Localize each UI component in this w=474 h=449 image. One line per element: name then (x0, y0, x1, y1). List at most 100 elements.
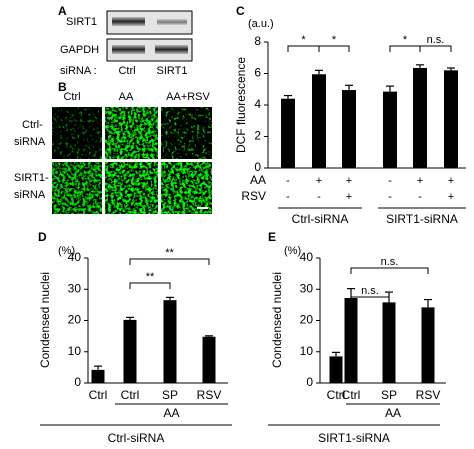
y-tick-label: 30 (68, 281, 82, 295)
significance-bracket (129, 258, 210, 265)
factor-level: + (448, 191, 454, 203)
y-tick-label: 0 (254, 160, 261, 174)
micrograph (105, 107, 158, 159)
group-label: SIRT1-siRNA (318, 431, 390, 445)
y-tick-label: 30 (300, 281, 314, 295)
error-bar (315, 69, 323, 75)
error-bar (332, 351, 340, 357)
factor-level: + (417, 175, 423, 187)
bar (444, 70, 458, 168)
y-tick-label: 8 (254, 34, 261, 48)
micrograph-row: siRNA (14, 136, 46, 148)
factor-name: RSV (241, 189, 266, 203)
significance-bracket (287, 45, 320, 52)
x-tick-label: RSV (416, 388, 441, 402)
y-axis-label: DCF fluorescence (234, 57, 248, 153)
blot-row-label: GAPDH (60, 44, 99, 56)
blot-band (155, 45, 188, 54)
unit-label: (a.u.) (248, 18, 274, 30)
x-tick-label: Ctrl (121, 388, 140, 402)
factor-level: - (388, 175, 392, 187)
factor-level: - (286, 175, 290, 187)
bar (123, 319, 137, 383)
blot-lane-header: siRNA : (60, 65, 97, 77)
significance-bracket (389, 45, 421, 52)
x-tick-label: Ctrl (342, 388, 361, 402)
panel-letter: B (58, 80, 67, 94)
y-tick-label: 0 (306, 375, 313, 389)
bar (344, 298, 358, 383)
micrograph (52, 162, 102, 214)
micrograph-column: AA (119, 91, 134, 103)
micrograph (52, 107, 102, 159)
x-tick-label: RSV (197, 388, 222, 402)
group-label: Ctrl-siRNA (292, 212, 349, 226)
significance-bracket (350, 296, 390, 303)
bar (91, 369, 105, 383)
y-tick-label: 20 (68, 313, 82, 327)
error-bar (416, 64, 424, 68)
unit-label: (%) (284, 245, 301, 257)
significance-label: ** (165, 247, 174, 259)
significance-bracket (419, 45, 452, 52)
blot-frame (106, 10, 193, 35)
y-tick-label: 40 (68, 250, 82, 264)
error-bar (284, 94, 292, 99)
error-bar (386, 85, 394, 92)
micrograph (161, 107, 212, 159)
blot-band (157, 19, 187, 25)
factor-level: - (317, 191, 321, 203)
bar (421, 307, 435, 383)
blot-lane: SIRT1 (157, 65, 188, 77)
micrograph (105, 162, 158, 214)
bar (312, 74, 326, 168)
bar (342, 90, 356, 168)
significance-label: * (301, 34, 306, 46)
treatment-label: AA (385, 406, 401, 420)
factor-level: - (286, 191, 290, 203)
bar (281, 98, 295, 168)
blot-band (112, 45, 145, 54)
blot-row-label: SIRT1 (66, 16, 97, 28)
group-label: Ctrl-siRNA (108, 431, 165, 445)
y-tick-label: 6 (254, 66, 261, 80)
treatment-label: AA (163, 406, 179, 420)
panel-letter: A (58, 4, 67, 18)
error-bar (424, 298, 432, 308)
y-tick-label: 10 (68, 344, 82, 358)
x-tick-label: Ctrl (89, 388, 108, 402)
bar (329, 356, 343, 383)
significance-bracket (350, 267, 429, 274)
bar (413, 67, 427, 168)
panel-letter: E (268, 230, 276, 244)
y-axis-label: Condensed nuclei (270, 272, 284, 368)
y-tick-label: 40 (300, 250, 314, 264)
x-tick-label: SP (381, 388, 397, 402)
error-bar (345, 84, 353, 91)
error-bar (347, 288, 355, 298)
charts: C(a.u.) DCF fluorescence 0 2 4 6 8 AA - + + - + + RSV -… (38, 4, 466, 445)
panel-letter: D (38, 230, 47, 244)
y-tick-label: 0 (74, 375, 81, 389)
significance-label: n.s. (381, 256, 399, 268)
factor-level: + (346, 191, 352, 203)
error-bar (94, 365, 102, 370)
micrograph (161, 162, 212, 214)
error-bar (126, 316, 134, 320)
error-bar (447, 67, 455, 71)
blot-lane: Ctrl (118, 65, 135, 77)
factor-level: + (316, 175, 322, 187)
y-tick-label: 4 (254, 97, 261, 111)
blot-band (112, 17, 145, 26)
significance-label: n.s. (361, 285, 379, 297)
significance-bracket (318, 45, 350, 52)
significance-bracket (129, 282, 171, 289)
micrograph-grid (52, 107, 212, 214)
micrograph-row: Ctrl- (22, 119, 43, 131)
y-tick-label: 20 (300, 313, 314, 327)
panel-letter: C (236, 4, 245, 18)
micrograph-column: Ctrl (63, 91, 80, 103)
x-tick-label: Ctrl (327, 388, 346, 402)
micrograph-row: SIRT1- (14, 172, 49, 184)
micrograph-column: AA+RSV (166, 91, 210, 103)
